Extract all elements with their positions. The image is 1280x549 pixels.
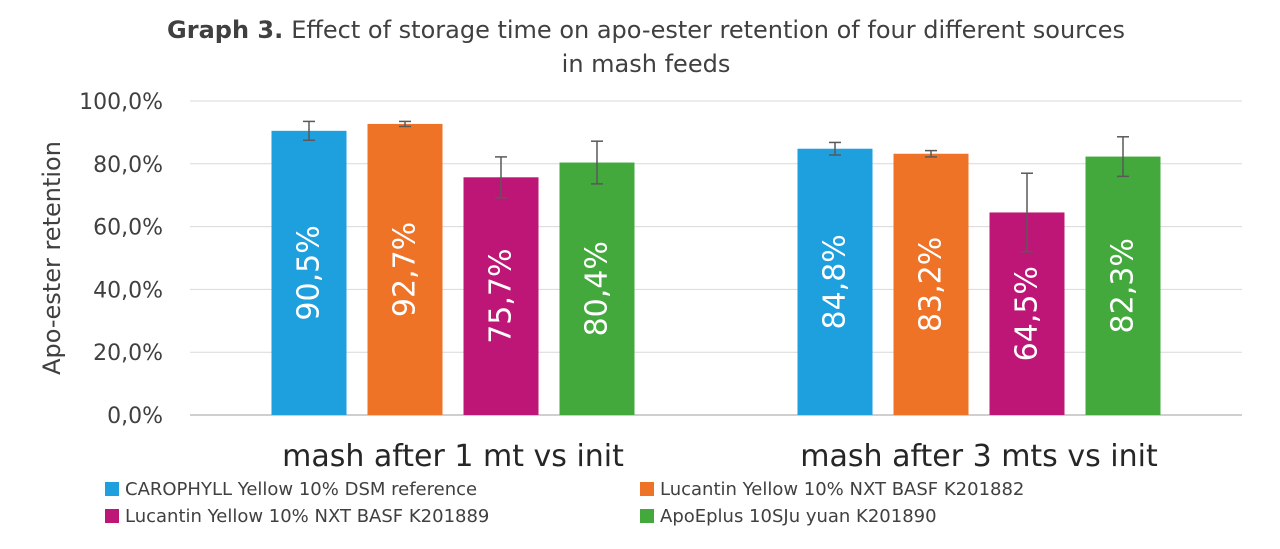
bars xyxy=(271,123,1161,415)
x-category-label: mash after 1 mt vs init xyxy=(282,439,624,474)
data-label: 80,4% xyxy=(580,241,615,336)
legend-swatch xyxy=(105,482,119,496)
x-category-label: mash after 3 mts vs init xyxy=(800,439,1158,474)
y-tick-label: 40,0% xyxy=(93,278,163,303)
legend-item: Lucantin Yellow 10% NXT BASF K201882 xyxy=(640,479,1024,500)
legend-label: CAROPHYLL Yellow 10% DSM reference xyxy=(125,479,477,500)
bar xyxy=(271,130,347,415)
bar xyxy=(893,153,969,415)
data-label: 82,3% xyxy=(1106,238,1141,333)
legend-label: ApoEplus 10SJu yuan K201890 xyxy=(660,506,937,527)
y-axis: 0,0% 20,0% 40,0% 60,0% 80,0% 100,0% xyxy=(79,90,163,429)
bar xyxy=(1085,156,1161,415)
data-label: 75,7% xyxy=(484,248,519,343)
chart-title-line2: in mash feeds xyxy=(562,50,731,78)
data-label: 84,8% xyxy=(818,234,853,329)
chart-title-text: Effect of storage time on apo-ester rete… xyxy=(291,16,1125,44)
bar xyxy=(559,162,635,415)
data-label: 92,7% xyxy=(388,222,423,317)
legend-item: ApoEplus 10SJu yuan K201890 xyxy=(640,506,937,527)
chart-title-prefix: Graph 3. xyxy=(167,16,283,44)
y-tick-label: 0,0% xyxy=(107,404,163,429)
grid xyxy=(190,100,1242,416)
bar xyxy=(367,123,443,415)
y-axis-label: Apo-ester retention xyxy=(38,141,66,375)
bar xyxy=(797,148,873,415)
data-label: 90,5% xyxy=(292,225,327,320)
chart-title: Graph 3. Effect of storage time on apo-es… xyxy=(167,16,1125,78)
legend-label: Lucantin Yellow 10% NXT BASF K201882 xyxy=(660,479,1024,500)
legend-label: Lucantin Yellow 10% NXT BASF K201889 xyxy=(125,506,489,527)
legend: CAROPHYLL Yellow 10% DSM reference Lucant… xyxy=(105,479,1024,527)
data-label: 83,2% xyxy=(914,237,949,332)
y-tick-label: 20,0% xyxy=(93,341,163,366)
data-labels: 90,5% 92,7% 75,7% 80,4% 84,8% 83,2% 64,5% 82,3% xyxy=(292,222,1141,362)
legend-item: Lucantin Yellow 10% NXT BASF K201889 xyxy=(105,506,489,527)
legend-swatch xyxy=(640,482,654,496)
y-tick-label: 80,0% xyxy=(93,153,163,178)
legend-item: CAROPHYLL Yellow 10% DSM reference xyxy=(105,479,477,500)
error-bars xyxy=(303,120,1129,253)
legend-swatch xyxy=(105,509,119,523)
data-label: 64,5% xyxy=(1010,266,1045,361)
y-tick-label: 60,0% xyxy=(93,216,163,241)
bar xyxy=(463,177,539,415)
legend-swatch xyxy=(640,509,654,523)
x-axis: mash after 1 mt vs init mash after 3 mts … xyxy=(282,439,1158,474)
y-tick-label: 100,0% xyxy=(79,90,163,115)
chart-title-line1: Graph 3. Effect of storage time on apo-es… xyxy=(167,16,1125,44)
